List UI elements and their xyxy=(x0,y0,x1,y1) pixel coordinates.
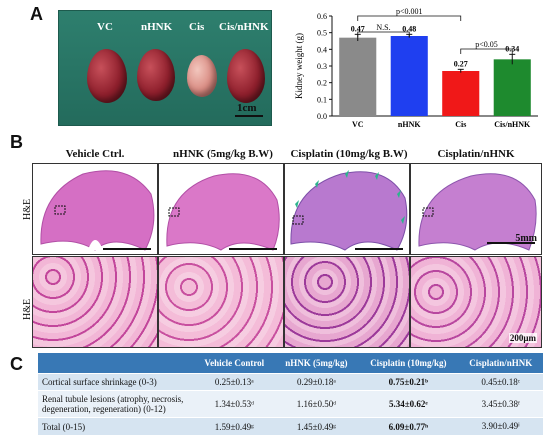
b-title-vehicle: Vehicle Ctrl. xyxy=(65,148,125,160)
photo-label-cis: Cis xyxy=(189,21,205,33)
table-cell: 1.16±0.50ᵈ xyxy=(274,390,359,418)
table-header-row: Vehicle Control nHNK (5mg/kg) Cisplatin … xyxy=(38,353,543,374)
table-row: Renal tubule lesions (atrophy, necrosis,… xyxy=(38,390,543,418)
y-tick-label: 0.3 xyxy=(317,62,327,71)
table-header-cell: nHNK (5mg/kg) xyxy=(274,353,359,374)
section-vehicle xyxy=(32,163,158,255)
b-title-cisplatin: Cisplatin (10mg/kg B.W) xyxy=(290,148,408,160)
bar-cis-nhnk xyxy=(493,59,531,116)
table-cell: 3.90±0.49ⁱ xyxy=(458,417,543,435)
kidney-nhnk xyxy=(137,49,175,101)
table-cell: 0.29±0.18ᵃ xyxy=(274,373,359,391)
row-label: Total (0-15) xyxy=(38,417,194,435)
table-header-cell: Cisplatin (10mg/kg) xyxy=(358,353,459,374)
x-tick-label: Cis/nHNK xyxy=(494,120,531,129)
significance-label: p<0.001 xyxy=(396,7,423,16)
kidney-photo: VC nHNK Cis Cis/nHNK 1cm xyxy=(58,10,272,126)
table-header-cell: Cisplatin/nHNK xyxy=(458,353,543,374)
y-tick-label: 0.2 xyxy=(317,79,327,88)
bar-value-label: 0.48 xyxy=(402,24,416,33)
bar-cis xyxy=(442,71,480,116)
b-title-nhnk: nHNK (5mg/kg B.W) xyxy=(173,148,273,160)
kidney-cis xyxy=(187,55,217,97)
kidney-weight-chart: 0.0 0.1 0.2 0.3 0.4 0.5 0.6 Kidney weight (g) 0.… xyxy=(294,7,538,129)
table-cell: 3.45±0.38ᶠ xyxy=(458,390,543,418)
panel-b-letter: B xyxy=(10,132,23,152)
scale-label-200um: 200μm xyxy=(508,333,537,343)
kidney-vc xyxy=(87,49,127,103)
section-nhnk xyxy=(158,163,284,255)
section-cis-nhnk: 5mm xyxy=(410,163,542,255)
y-tick-label: 0.0 xyxy=(317,112,327,121)
x-tick-label: Cis xyxy=(455,120,466,129)
photo-label-nhnk: nHNK xyxy=(141,21,173,33)
table-cell: 1.45±0.49ᵍ xyxy=(274,417,359,435)
histology-score-table: Vehicle Control nHNK (5mg/kg) Cisplatin … xyxy=(38,353,543,435)
row-label: Renal tubule lesions (atrophy, necrosis,… xyxy=(38,390,194,418)
table-cell: 0.45±0.18ᶜ xyxy=(458,373,543,391)
bar-value-label: 0.47 xyxy=(351,24,365,33)
photo-scale-label: 1cm xyxy=(237,102,257,114)
kidney-cis-nhnk xyxy=(227,49,265,103)
y-tick-label: 0.6 xyxy=(317,12,327,21)
significance-label: N.S. xyxy=(376,23,390,32)
significance-bracket xyxy=(357,15,462,21)
table-cell: 0.75±0.21ᵇ xyxy=(358,373,459,391)
bar-value-label: 0.27 xyxy=(454,59,468,68)
table-cell: 6.09±0.77ʰ xyxy=(358,417,459,435)
y-tick-label: 0.4 xyxy=(317,45,327,54)
panel-c-letter: C xyxy=(10,354,23,374)
table-cell: 1.34±0.53ᵈ xyxy=(194,390,275,418)
table-cell: 0.25±0.13ᵃ xyxy=(194,373,275,391)
significance-bracket xyxy=(357,31,410,37)
x-tick-label: VC xyxy=(352,120,364,129)
table-header-cell: Vehicle Control xyxy=(194,353,275,374)
photo-scale-bar xyxy=(235,115,263,117)
row-label: Cortical surface shrinkage (0-3) xyxy=(38,373,194,391)
table-header-cell xyxy=(38,353,194,374)
section-cisplatin xyxy=(284,163,410,255)
y-tick-label: 0.1 xyxy=(317,95,327,104)
table-row: Cortical surface shrinkage (0-3) 0.25±0.… xyxy=(38,373,543,391)
scale-label-5mm: 5mm xyxy=(515,233,537,244)
significance-label: p<0.05 xyxy=(475,40,498,49)
panel-a-letter: A xyxy=(30,4,43,24)
micro-nhnk xyxy=(158,256,284,348)
bar-nhnk xyxy=(390,36,428,116)
table-cell: 5.34±0.62ᵉ xyxy=(358,390,459,418)
photo-label-cis-nhnk: Cis/nHNK xyxy=(219,21,269,33)
x-tick-label: nHNK xyxy=(398,120,421,129)
y-axis-label: Kidney weight (g) xyxy=(294,33,304,99)
b-title-cis-nhnk: Cisplatin/nHNK xyxy=(437,148,515,160)
micro-cis-nhnk: 200μm xyxy=(410,256,542,348)
y-tick-label: 0.5 xyxy=(317,29,327,38)
micro-cisplatin xyxy=(284,256,410,348)
bar-vc xyxy=(339,37,377,116)
table-cell: 1.59±0.49ᵍ xyxy=(194,417,275,435)
photo-label-vc: VC xyxy=(97,21,113,33)
table-row: Total (0-15) 1.59±0.49ᵍ 1.45±0.49ᵍ 6.09±… xyxy=(38,417,543,435)
significance-bracket xyxy=(460,48,513,54)
micro-vehicle xyxy=(32,256,158,348)
